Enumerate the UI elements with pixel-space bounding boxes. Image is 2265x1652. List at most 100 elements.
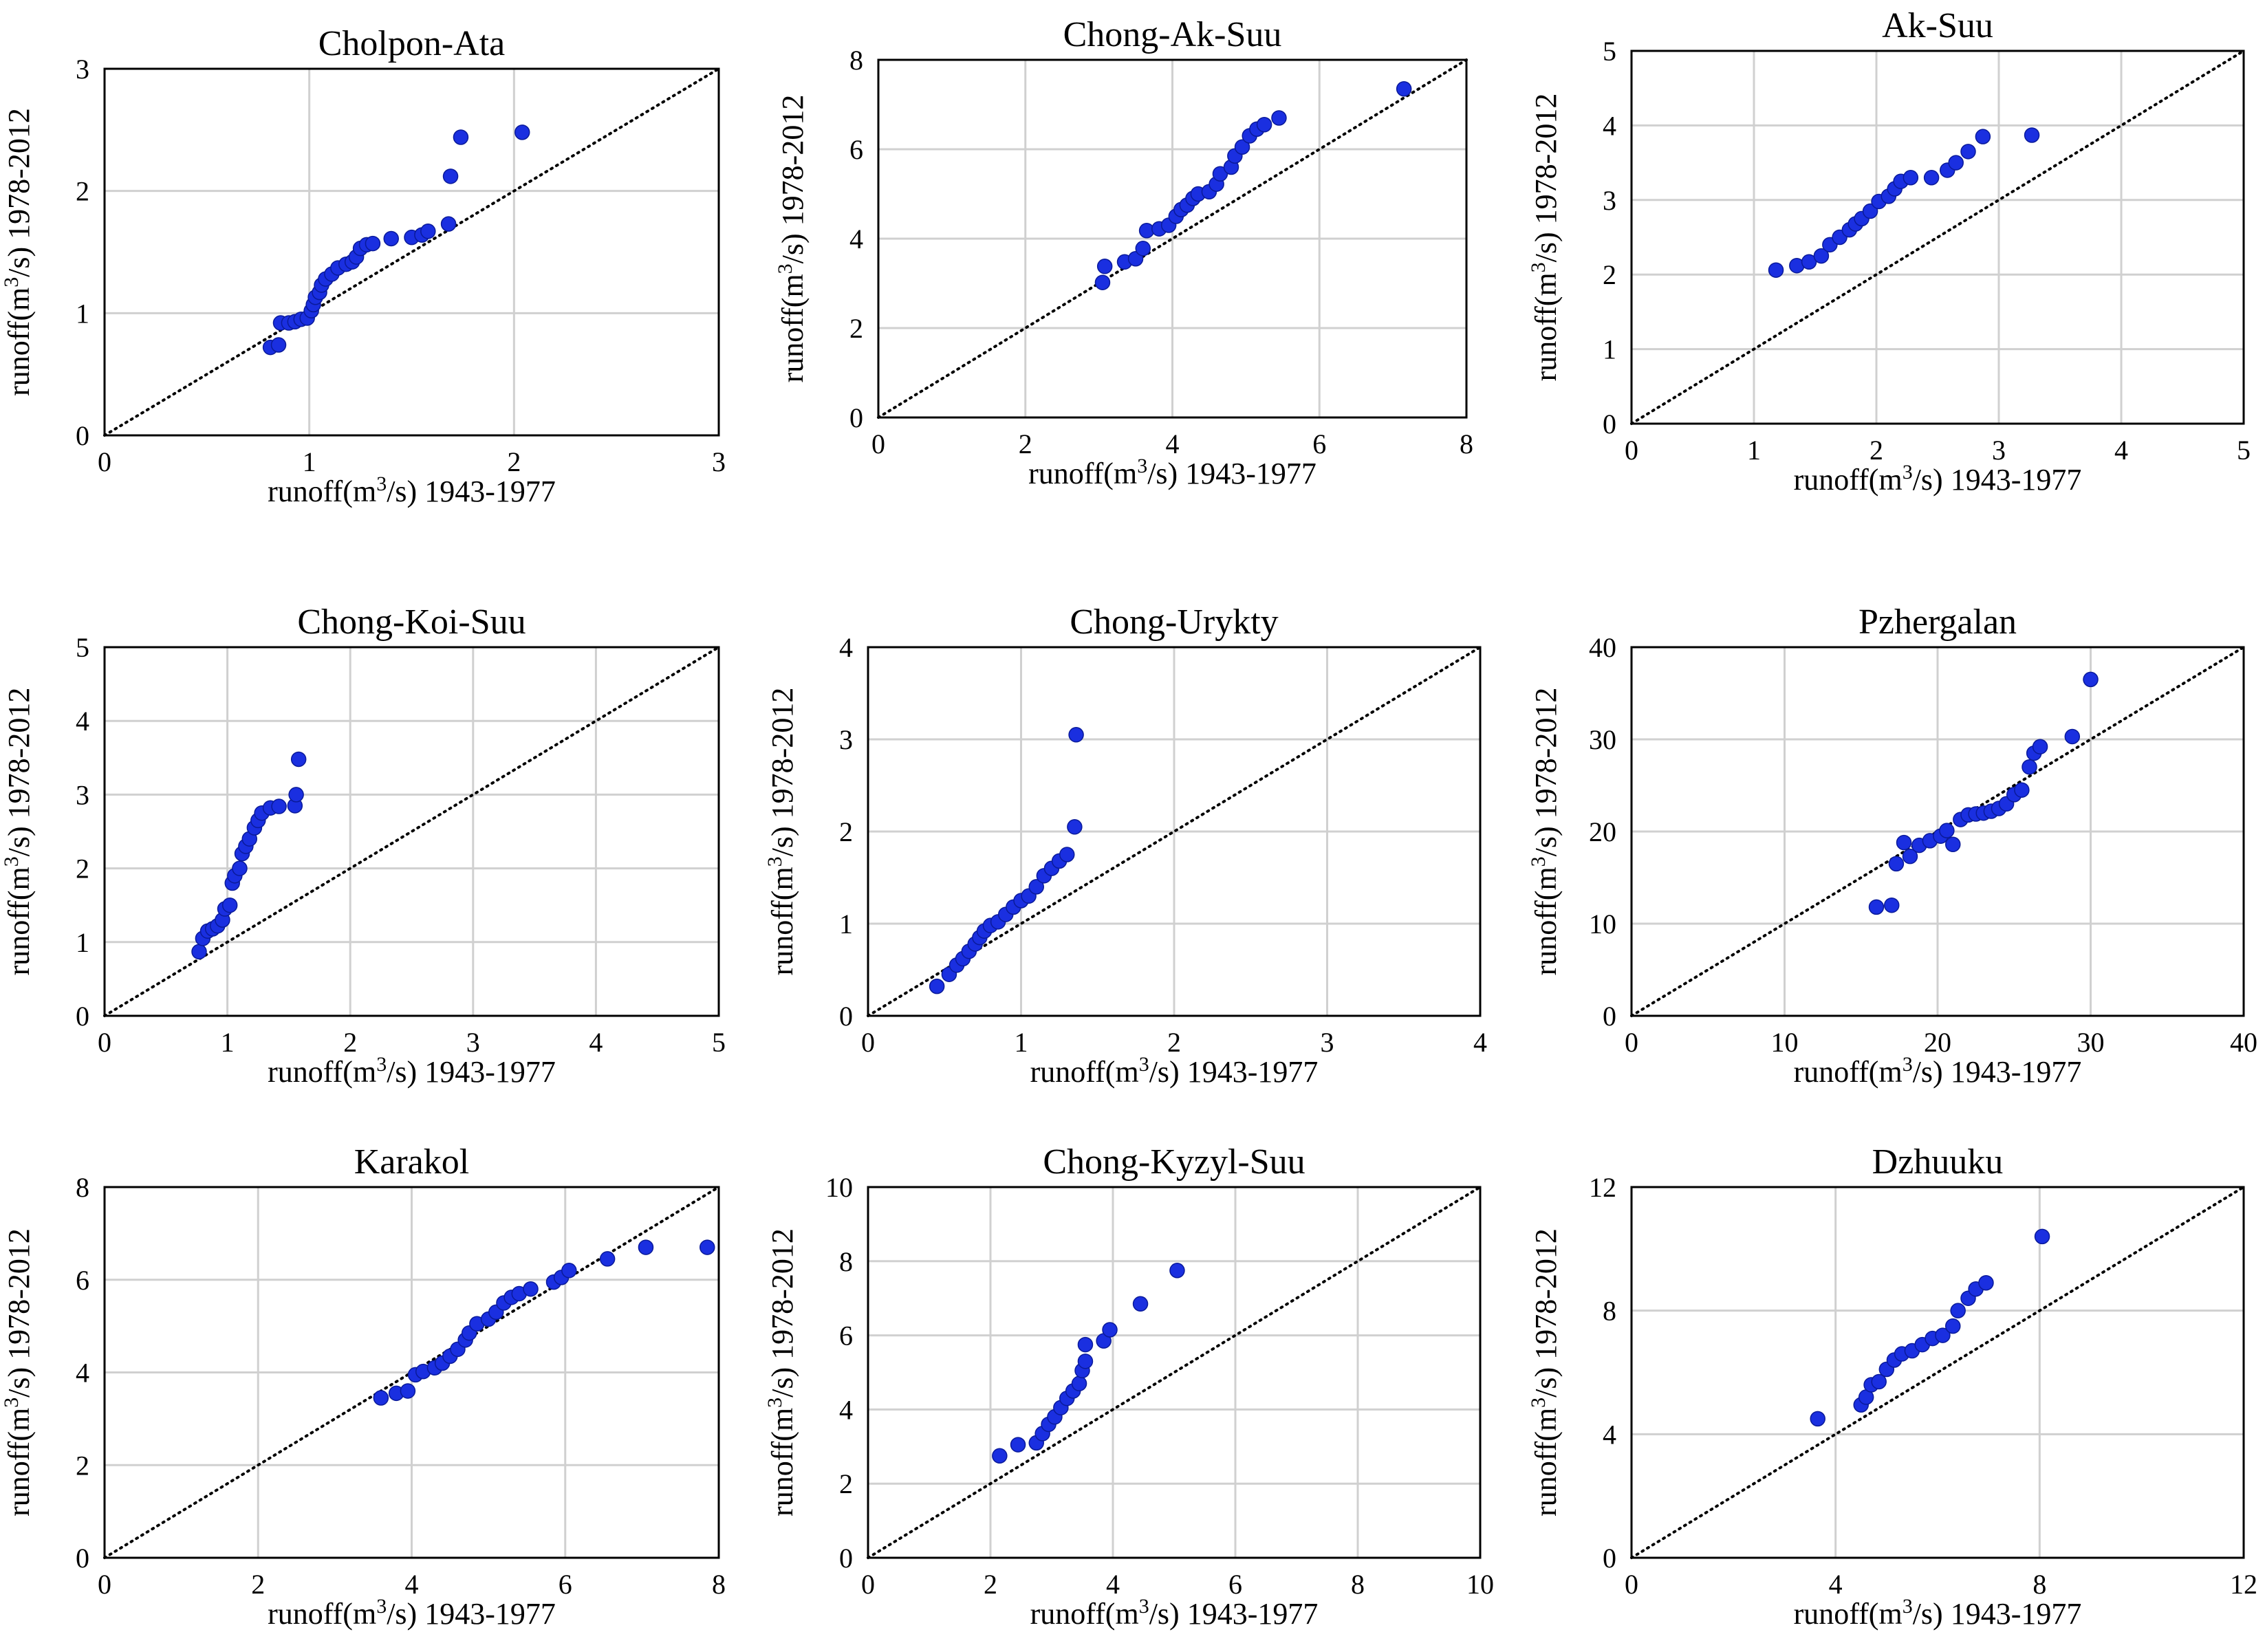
data-point: [1888, 856, 1905, 872]
data-point: [1169, 1263, 1185, 1279]
y-tick-label: 1: [76, 298, 89, 329]
x-tick-label: 8: [1351, 1569, 1365, 1600]
data-point: [1862, 203, 1878, 219]
data-point: [365, 235, 381, 252]
data-point: [1950, 1303, 1966, 1318]
x-axis-label: runoff(m3/s) 1943-1977: [1030, 1595, 1319, 1631]
data-point: [1884, 897, 1900, 913]
chart-panel: 0 2 4 6 8 0 2 4 6 8 Chong-Ak-Suu runoff(m3/s) 1943-…: [774, 15, 1473, 490]
x-axis-label: runoff(m3/s) 1943-1977: [1030, 1053, 1319, 1089]
chart-title: Chong-Ak-Suu: [1063, 15, 1282, 54]
x-tick-label: 20: [1924, 1027, 1951, 1058]
data-point: [1094, 274, 1111, 290]
x-tick-label: 2: [1870, 435, 1883, 466]
data-point: [232, 860, 248, 876]
data-point: [290, 751, 307, 768]
data-point: [1271, 110, 1287, 126]
data-point: [1801, 254, 1817, 270]
x-tick-label: 1: [303, 446, 316, 477]
data-point: [383, 230, 399, 247]
data-point: [1923, 170, 1940, 186]
x-tick-label: 2: [507, 446, 521, 477]
data-point: [1396, 81, 1412, 97]
x-tick-label: 4: [2114, 435, 2128, 466]
y-tick-label: 2: [1603, 259, 1616, 290]
chart-panel: 0 4 8 12 0 4 8 12 Dzhuuku runoff(m3/s) 1943-1977 r…: [1527, 1142, 2257, 1631]
data-point: [1077, 1336, 1094, 1353]
x-tick-label: 1: [221, 1027, 235, 1058]
data-point: [442, 169, 459, 184]
chart-panel: 0 2 4 6 8 10 0 2 4 6 8 10 Chong-Kyzyl-Suu runoff(m3/s…: [763, 1142, 1494, 1631]
y-tick-label: 3: [76, 779, 89, 810]
y-tick-label: 8: [839, 1246, 853, 1277]
y-tick-label: 0: [76, 1001, 89, 1032]
y-tick-label: 3: [76, 54, 89, 85]
data-point: [1868, 899, 1885, 915]
data-point: [1978, 1274, 1994, 1291]
plot-frame: [877, 58, 1468, 419]
data-point: [1903, 170, 1919, 186]
y-axis-label: runoff(m3/s) 1978-2012: [1527, 94, 1563, 382]
y-tick-label: 0: [839, 1001, 853, 1032]
y-tick-label: 4: [839, 632, 853, 663]
x-tick-label: 3: [712, 446, 726, 477]
x-tick-label: 8: [1460, 428, 1473, 459]
x-tick-label: 0: [861, 1027, 875, 1058]
y-tick-label: 30: [1589, 724, 1616, 755]
y-tick-label: 4: [1603, 110, 1616, 141]
data-point: [1935, 1327, 1951, 1343]
one-to-one-line: [103, 67, 720, 437]
plot-frame: [103, 646, 720, 1017]
x-tick-label: 2: [1019, 428, 1032, 459]
x-tick-label: 40: [2230, 1027, 2257, 1058]
x-tick-label: 4: [589, 1027, 603, 1058]
x-tick-label: 30: [2077, 1027, 2105, 1058]
y-tick-label: 0: [1603, 1543, 1616, 1574]
data-point: [2022, 759, 2037, 775]
chart-panel: 0 1 2 3 4 0 1 2 3 4 Chong-Urykty runoff(m3/s) 1943-…: [763, 602, 1487, 1089]
chart-title: Chong-Kyzyl-Suu: [1043, 1142, 1305, 1182]
data-point: [420, 224, 436, 239]
data-point: [221, 897, 238, 913]
data-point: [523, 1281, 539, 1297]
y-axis-label: runoff(m3/s) 1978-2012: [0, 1228, 36, 1517]
chart-title: Pzhergalan: [1858, 602, 2017, 642]
y-tick-label: 2: [76, 1450, 89, 1481]
chart-title: Chong-Koi-Suu: [297, 602, 525, 642]
x-tick-label: 5: [2237, 435, 2251, 466]
y-tick-label: 2: [76, 854, 89, 884]
data-point: [1896, 834, 1912, 851]
x-tick-label: 4: [1829, 1569, 1843, 1600]
y-tick-label: 8: [76, 1172, 89, 1203]
x-tick-label: 2: [343, 1027, 357, 1058]
y-tick-label: 10: [1589, 909, 1616, 939]
y-axis-label: runoff(m3/s) 1978-2012: [763, 1228, 799, 1517]
x-tick-label: 8: [2033, 1569, 2046, 1600]
x-tick-label: 6: [1228, 1569, 1242, 1600]
data-point: [1948, 155, 1964, 171]
y-tick-label: 5: [76, 632, 89, 663]
data-point: [1077, 1354, 1094, 1369]
one-to-one-line: [1630, 1186, 2245, 1559]
y-tick-label: 3: [1603, 185, 1616, 216]
data-point: [2034, 1228, 2050, 1245]
y-tick-label: 2: [76, 176, 89, 207]
data-point: [1135, 241, 1151, 257]
y-tick-label: 0: [1603, 409, 1616, 439]
x-tick-label: 1: [1015, 1027, 1028, 1058]
y-tick-label: 2: [839, 816, 853, 847]
data-point: [1810, 1411, 1825, 1427]
x-axis-label: runoff(m3/s) 1943-1977: [1794, 1595, 2082, 1631]
x-tick-label: 5: [712, 1027, 726, 1058]
y-tick-label: 6: [76, 1265, 89, 1296]
data-point: [1939, 823, 1955, 838]
chart-title: Dzhuuku: [1872, 1142, 2004, 1182]
y-axis-label: runoff(m3/s) 1978-2012: [0, 688, 36, 976]
y-tick-label: 4: [76, 706, 89, 737]
x-tick-label: 12: [2230, 1569, 2257, 1600]
x-tick-label: 0: [98, 1569, 111, 1600]
data-point: [288, 787, 304, 803]
data-point: [1902, 848, 1918, 865]
data-point: [1096, 259, 1113, 274]
